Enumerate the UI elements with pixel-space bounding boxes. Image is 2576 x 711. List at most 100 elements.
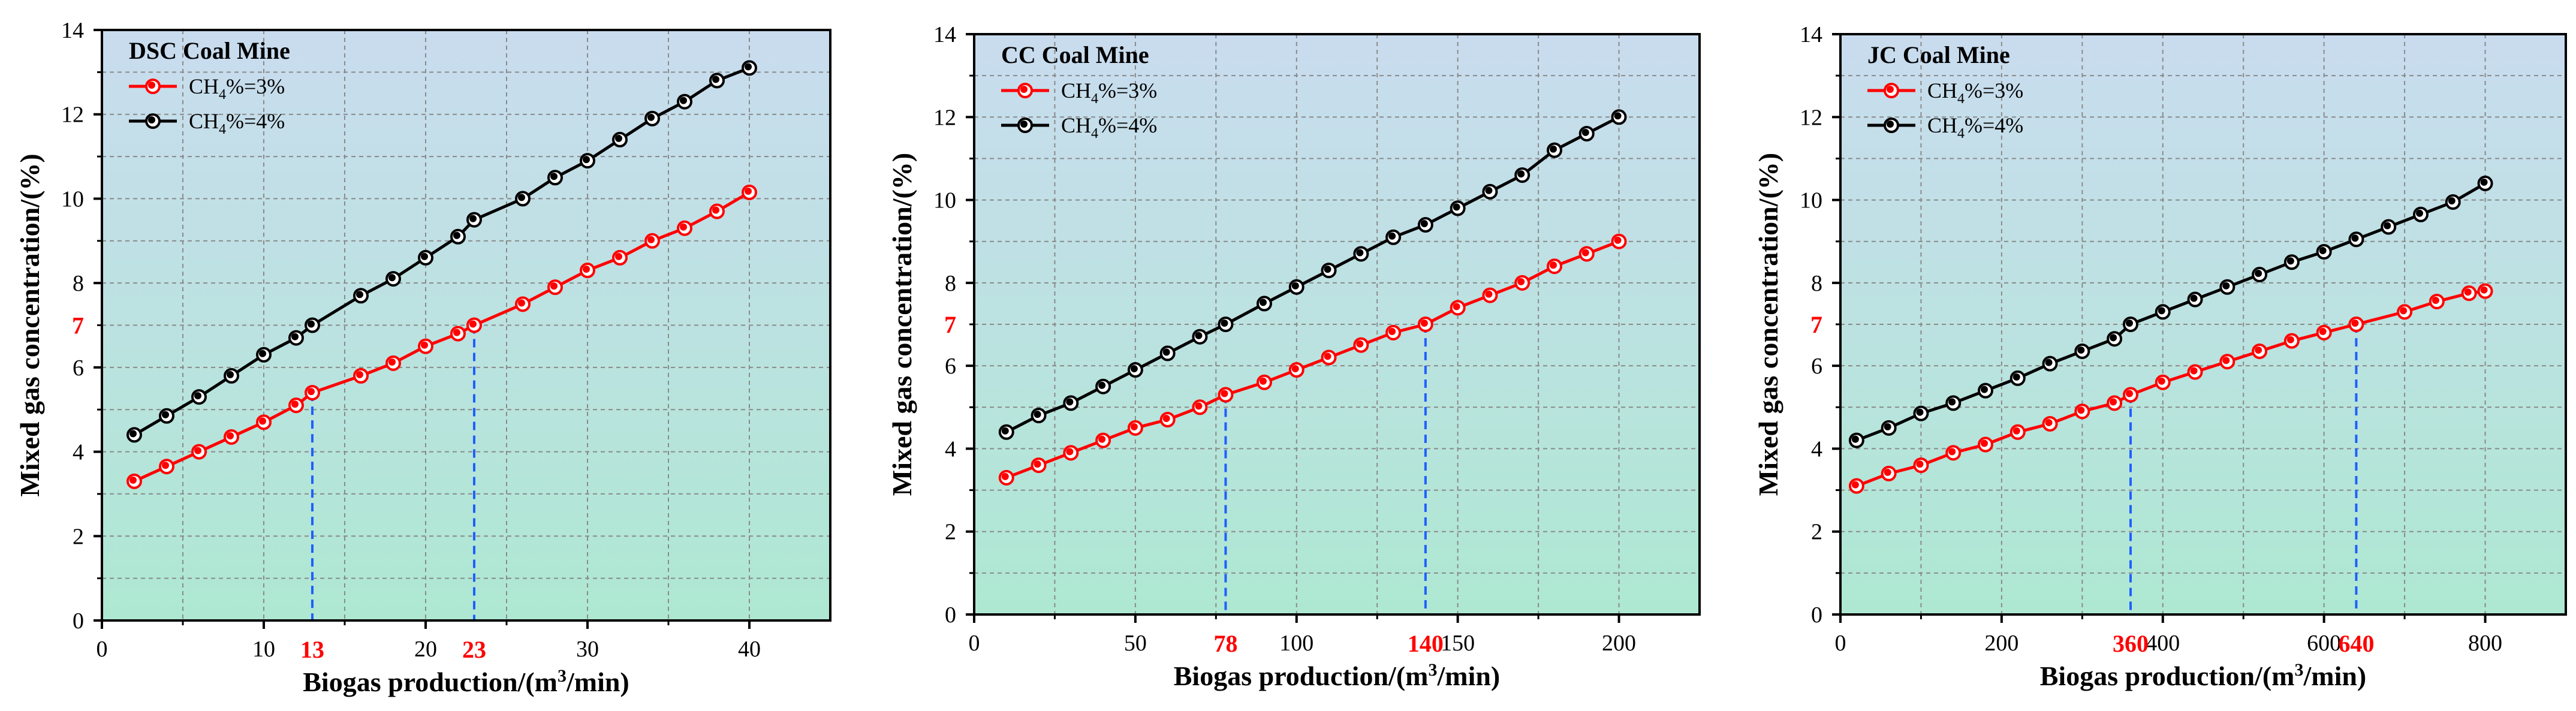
data-point-core bbox=[259, 417, 266, 425]
data-point-core bbox=[1324, 353, 1331, 360]
legend-item: CH4%=3% bbox=[129, 74, 285, 103]
highlight-x-label: 13 bbox=[300, 636, 324, 663]
highlight-x-label: 78 bbox=[1213, 630, 1237, 657]
data-point-core bbox=[2286, 257, 2294, 265]
chart-title: JC Coal Mine bbox=[1867, 41, 2010, 68]
data-point-core bbox=[2464, 288, 2472, 296]
y-tick-label: 4 bbox=[73, 440, 84, 465]
data-point-core bbox=[308, 388, 315, 396]
legend-marker-core bbox=[148, 116, 155, 123]
data-point-core bbox=[453, 231, 460, 239]
data-point-core bbox=[1884, 423, 1891, 430]
ticks: 0 200 400 600 800 0 2 4 6 8 10 12 14 bbox=[1800, 22, 2502, 656]
y-tick-label: 12 bbox=[1800, 105, 1822, 130]
legend-marker-core bbox=[1887, 120, 1894, 128]
data-point-core bbox=[227, 432, 234, 439]
data-point-core bbox=[388, 274, 396, 282]
data-point-core bbox=[2012, 427, 2020, 435]
chart-1: 0 10 20 30 40 0 2 4 6 8 10 12 14 13 23 7 Biogas producti… bbox=[14, 18, 831, 697]
x-tick-label: 400 bbox=[2146, 631, 2180, 656]
data-point-core bbox=[291, 333, 299, 341]
data-point-core bbox=[227, 370, 234, 378]
highlight-y-label: 7 bbox=[944, 311, 956, 338]
data-point-core bbox=[2416, 209, 2423, 217]
series-ch4-3pct bbox=[1848, 283, 2493, 494]
y-axis-title: Mixed gas concentration/(%) bbox=[1753, 153, 1783, 496]
highlight-x-label: 23 bbox=[462, 636, 486, 663]
data-point-core bbox=[162, 411, 169, 418]
y-tick-label: 10 bbox=[1800, 188, 1822, 213]
data-point-core bbox=[1453, 203, 1460, 211]
legend: DSC Coal Mine CH4%=3% CH4%=4% bbox=[129, 37, 290, 137]
data-point-core bbox=[615, 134, 622, 142]
data-point-core bbox=[518, 194, 525, 201]
data-point-core bbox=[2222, 357, 2230, 364]
data-point-core bbox=[2126, 320, 2133, 327]
y-axis-title: Mixed gas concentration/(%) bbox=[14, 153, 45, 496]
data-point-core bbox=[1581, 249, 1589, 257]
x-tick-label: 200 bbox=[1984, 631, 2018, 656]
y-tick-label: 4 bbox=[1811, 436, 1822, 462]
data-point-core bbox=[1291, 282, 1299, 290]
data-point-core bbox=[356, 291, 363, 299]
data-point-core bbox=[745, 187, 752, 195]
data-point-core bbox=[2045, 358, 2053, 366]
data-point-core bbox=[259, 350, 266, 357]
x-tick-label: 10 bbox=[252, 637, 275, 662]
data-point-core bbox=[1034, 460, 1041, 468]
legend-label: CH4%=4% bbox=[1927, 113, 2023, 141]
data-point-core bbox=[2448, 197, 2456, 205]
data-point-core bbox=[2110, 334, 2117, 342]
data-point-core bbox=[1098, 435, 1106, 443]
legend-item: CH4%=4% bbox=[1001, 113, 1157, 141]
series-ch4-4pct bbox=[126, 60, 757, 443]
data-point-core bbox=[2351, 320, 2359, 327]
legend: JC Coal Mine CH4%=3% CH4%=4% bbox=[1867, 41, 2023, 141]
x-axis-title: Biogas production/(m3/min) bbox=[303, 666, 629, 697]
data-point-core bbox=[647, 236, 655, 243]
data-point-core bbox=[421, 252, 428, 260]
series-ch4-4pct bbox=[1848, 175, 2493, 448]
data-point-core bbox=[1517, 278, 1525, 285]
y-tick-label: 0 bbox=[73, 608, 84, 634]
x-tick-label: 0 bbox=[97, 637, 108, 662]
data-point-core bbox=[1098, 381, 1106, 389]
y-tick-label: 14 bbox=[61, 18, 84, 43]
data-point-core bbox=[1981, 439, 1988, 447]
data-point-core bbox=[1884, 468, 1891, 476]
y-tick-label: 4 bbox=[945, 436, 956, 462]
data-point-core bbox=[469, 320, 477, 328]
x-tick-label: 20 bbox=[414, 637, 437, 662]
legend-label: CH4%=4% bbox=[1061, 113, 1157, 141]
y-tick-label: 12 bbox=[933, 105, 956, 130]
data-point-core bbox=[1614, 236, 1622, 244]
data-point-core bbox=[1388, 232, 1396, 240]
data-point-core bbox=[1851, 481, 1859, 489]
data-point-core bbox=[550, 173, 558, 180]
ticks: 0 10 20 30 40 0 2 4 6 8 10 12 14 bbox=[61, 18, 761, 662]
legend: CC Coal Mine CH4%=3% CH4%=4% bbox=[1001, 41, 1157, 141]
legend-label: CH4%=4% bbox=[189, 109, 285, 137]
data-point-core bbox=[1034, 411, 1041, 418]
legend-label: CH4%=3% bbox=[189, 74, 285, 103]
x-tick-label: 800 bbox=[2468, 631, 2502, 656]
x-tick-label: 40 bbox=[738, 637, 761, 662]
data-point-core bbox=[2432, 296, 2439, 304]
x-tick-label: 30 bbox=[576, 637, 599, 662]
data-point-core bbox=[745, 63, 752, 71]
plot-background bbox=[102, 30, 830, 620]
data-point-core bbox=[2012, 373, 2020, 381]
data-point-core bbox=[1260, 299, 1267, 306]
x-tick-label: 600 bbox=[2307, 631, 2341, 656]
data-point-core bbox=[1001, 427, 1009, 435]
data-point-core bbox=[1420, 320, 1428, 327]
x-axis-title: Biogas production/(m3/min) bbox=[2040, 660, 2367, 691]
data-point-core bbox=[194, 392, 201, 400]
data-point-core bbox=[1420, 220, 1428, 228]
data-point-core bbox=[2045, 418, 2053, 426]
data-point-core bbox=[2190, 294, 2198, 302]
data-point-core bbox=[2077, 346, 2085, 354]
data-point-core bbox=[1221, 320, 1228, 327]
data-point-core bbox=[2126, 390, 2133, 397]
data-point-core bbox=[1356, 249, 1364, 257]
